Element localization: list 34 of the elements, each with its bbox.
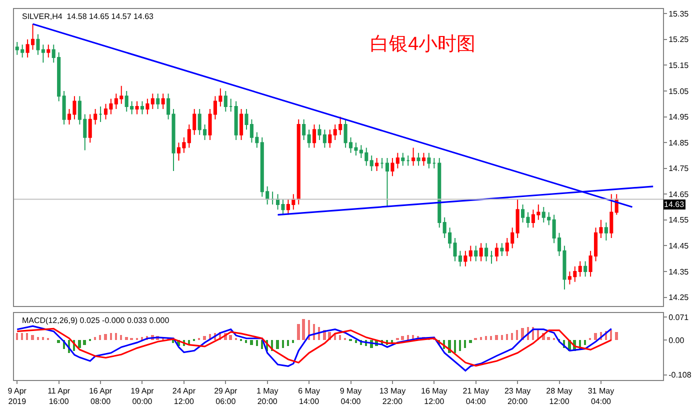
x-tick-label: 16 Apr 08:00 [88,386,112,406]
y-tick-label: 15.05 [668,86,690,96]
x-tick-label: 11 Apr 16:00 [48,386,70,406]
y-tick-label: 15.15 [668,61,690,70]
x-tick-label: 1 May 20:00 [256,386,278,406]
text: 白银4小时图 [370,34,476,55]
x-tick-label: 16 May 12:00 [421,386,448,406]
x-tick-label: 31 May 04:00 [588,386,614,406]
x-tick-label: 13 May 22:00 [379,386,406,406]
annotation: SILVER,H4 14.58 14.65 14.57 14.63 [22,12,154,21]
x-tick-label: 6 May 14:00 [298,386,320,406]
x-tick-label: 19 Apr 00:00 [130,386,154,406]
ref-line-label: 14.63 [664,200,685,209]
x-tick-label: 9 May 04:00 [340,386,362,406]
x-tick-label: 9 Apr 2019 [8,386,27,406]
y-tick-label: -0.108 [668,370,692,380]
y-tick-label: 14.35 [668,267,690,276]
y-tick-label: 0.00 [668,336,685,345]
y-tick-label: 14.55 [668,216,690,225]
x-tick-label: 28 May 12:00 [546,386,572,406]
x-tick-label: 23 May 20:00 [504,386,531,406]
x-tick-label: 29 Apr 06:00 [214,386,238,406]
y-tick-label: 14.25 [668,293,690,302]
y-tick-label: 14.95 [668,112,690,122]
y-tick-label: 15.35 [668,9,690,18]
x-tick-label: 24 Apr 12:00 [172,386,196,406]
y-tick-label: 15.25 [668,35,690,44]
y-tick-label: 14.45 [668,242,690,251]
y-tick-label: 14.75 [668,164,690,174]
y-tick-label: 14.65 [668,190,690,199]
x-tick-label: 21 May 04:00 [462,386,489,406]
y-tick-label: 14.85 [668,138,690,148]
y-tick-label: 0.071 [668,312,690,322]
annotation: MACD(12,26,9) 0.025 -0.000 0.033 0.000 [22,316,170,325]
